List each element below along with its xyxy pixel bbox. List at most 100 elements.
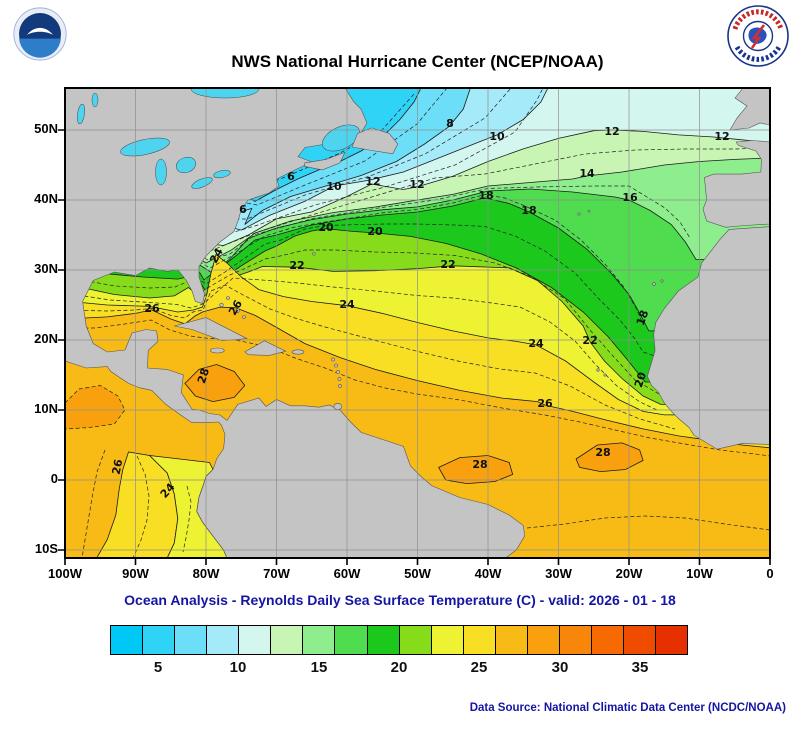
colorbar-segment [494, 626, 527, 654]
iberia-france-landmass [702, 140, 770, 228]
colorbar-tick-label: 35 [631, 659, 649, 676]
noaa-logo-graphic [13, 7, 67, 61]
colorbar-tick-label: 5 [153, 659, 163, 676]
contour-label: 28 [472, 458, 487, 471]
colorbar-segment [398, 626, 431, 654]
azores-island [587, 209, 591, 213]
colorbar-swatches [111, 626, 688, 654]
cape-verde-island [603, 373, 607, 377]
lesser-antilles-island [334, 363, 338, 368]
contour-label: 22 [440, 258, 455, 271]
contour-label: 26 [144, 302, 160, 315]
contour-label: 18 [478, 189, 493, 202]
contour-label: 12 [365, 175, 380, 188]
lake-ontario [213, 169, 231, 179]
contour-label: 16 [622, 191, 638, 204]
sst-map-figure: 8 10 12 12 6 10 12 12 14 16 18 18 6 20 2… [58, 87, 771, 565]
hispaniola-island [244, 340, 287, 356]
map-layers [65, 88, 770, 558]
nova-scotia [304, 151, 346, 171]
colorbar-tick-label: 30 [551, 659, 569, 676]
contour-label: 14 [579, 167, 595, 180]
contour-label: 20 [318, 221, 334, 234]
page-title: NWS National Hurricane Center (NCEP/NOAA… [231, 52, 604, 71]
colorbar-segment [558, 626, 591, 654]
x-tick-label: 70W [263, 566, 290, 581]
british-isles-landmass [729, 88, 770, 131]
northern-lake [91, 92, 99, 108]
contour-label: 24 [207, 246, 226, 266]
data-source-text: Data Source: National Climatic Data Cent… [469, 702, 786, 714]
contour-label: 26 [110, 458, 126, 476]
y-tick-label: 20N [34, 331, 58, 346]
contour-label: 18 [521, 204, 536, 217]
y-tick-label: 50N [34, 121, 58, 136]
bahamas-island [242, 315, 246, 319]
nws-logo [726, 4, 790, 73]
contour-label: 28 [595, 446, 610, 459]
contour-label: 28 [195, 367, 212, 386]
x-tick-label: 90W [122, 566, 149, 581]
colorbar-segment [655, 626, 688, 654]
colorbar-tick-label: 20 [390, 659, 408, 676]
contour-label-layer: 8 10 12 12 6 10 12 12 14 16 18 18 6 20 2… [110, 117, 730, 501]
contour-label: 12 [604, 125, 619, 138]
x-tick-label: 30W [545, 566, 572, 581]
bermuda-island [312, 252, 316, 256]
sst-map: 8 10 12 12 6 10 12 12 14 16 18 18 6 20 2… [58, 87, 771, 565]
jamaica-island [210, 347, 225, 354]
lake-winnipeg [77, 103, 85, 125]
colorbar-tick-label: 10 [229, 659, 247, 676]
y-tick-label: 0 [50, 471, 58, 486]
lake-erie [191, 177, 213, 189]
azores-island [577, 212, 581, 216]
colorbar-tick-label: 25 [470, 659, 488, 676]
canary-island [652, 282, 656, 286]
map-grid [65, 88, 770, 558]
trinidad-island [333, 402, 343, 410]
contour-label: 12 [409, 178, 424, 191]
bahamas-island [219, 302, 224, 308]
contour-label: 26 [537, 397, 553, 410]
colorbar-segment [623, 626, 656, 654]
colorbar-segment [206, 626, 239, 654]
lesser-antilles-island [337, 377, 342, 381]
colorbar-segment [142, 626, 175, 654]
colorbar-segment [174, 626, 207, 654]
colorbar-segment [590, 626, 623, 654]
cape-verde-island [596, 368, 600, 372]
colorbar-segment [430, 626, 463, 654]
x-tick-label: 80W [192, 566, 220, 581]
contour-label: 10 [326, 180, 342, 193]
contour-label: 24 [528, 337, 544, 350]
colorbar-segment [270, 626, 303, 654]
contour-label: 18 [634, 308, 651, 327]
lesser-antilles-island [331, 357, 335, 362]
contour-label: 10 [489, 130, 505, 143]
contour-label: 24 [339, 298, 355, 311]
colorbar-segment [334, 626, 367, 654]
gulf-of-st-lawrence [322, 124, 360, 152]
x-tick-label: 40W [474, 566, 502, 581]
contour-label: 20 [632, 370, 649, 389]
colorbar [110, 625, 688, 655]
x-tick-label: 0 [766, 566, 774, 581]
lake-huron [176, 156, 196, 174]
x-tick-label: 20W [615, 566, 643, 581]
contour-label: 8 [446, 117, 454, 130]
colorbar-tick-label: 15 [310, 659, 328, 676]
x-tick-label: 100W [48, 566, 82, 581]
contour-label: 22 [289, 259, 304, 272]
y-tick-label: 40N [34, 191, 58, 206]
colorbar-segment [526, 626, 559, 654]
lake-michigan [155, 158, 167, 186]
colorbar-segment [111, 626, 143, 654]
nws-logo-graphic [727, 5, 789, 67]
newfoundland-island [351, 127, 399, 155]
map-subtitle: Ocean Analysis - Reynolds Daily Sea Surf… [124, 592, 676, 608]
contour-label: 12 [714, 130, 729, 143]
intermediate-isotherms [65, 88, 770, 558]
lesser-antilles-island [337, 384, 342, 388]
colorbar-segment [462, 626, 495, 654]
